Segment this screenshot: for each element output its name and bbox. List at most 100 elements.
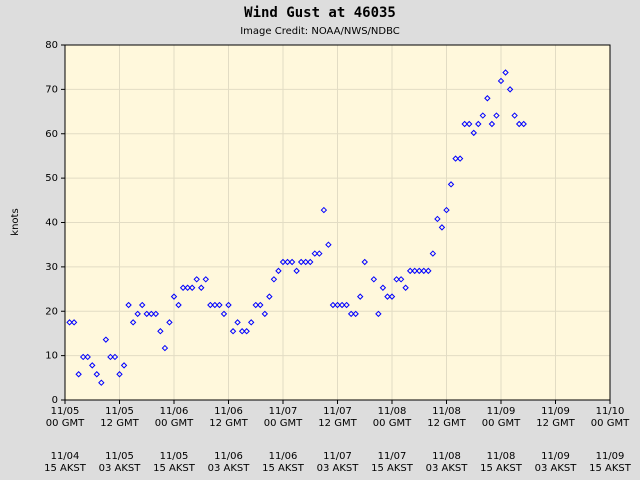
point — [316, 250, 323, 257]
point — [207, 301, 214, 309]
x-tick-label: 11/06 03 AKST — [208, 451, 251, 474]
x-tick-label: 11/06 12 GMT — [209, 406, 248, 429]
y-tick-label: 60 — [45, 129, 58, 140]
point — [502, 69, 509, 76]
point — [211, 301, 219, 309]
point — [307, 258, 314, 266]
y-tick-label: 80 — [45, 40, 58, 51]
point — [511, 112, 518, 119]
point — [347, 310, 355, 318]
point — [266, 293, 273, 300]
y-tick-label: 0 — [52, 395, 58, 406]
x-tick-label: 11/09 12 GMT — [536, 406, 575, 429]
point — [361, 258, 368, 266]
y-tick-label: 50 — [45, 173, 58, 184]
x-tick-label: 11/06 00 GMT — [155, 406, 194, 429]
point — [297, 258, 305, 266]
point — [125, 301, 132, 309]
point — [520, 120, 527, 128]
point — [461, 120, 468, 128]
point — [229, 328, 237, 335]
point — [188, 284, 196, 291]
point — [275, 267, 282, 275]
point — [152, 310, 160, 318]
y-axis-label: knots — [10, 208, 21, 235]
x-tick-label: 11/05 03 AKST — [99, 451, 142, 474]
point — [320, 206, 328, 214]
point — [311, 250, 318, 257]
point — [452, 155, 459, 162]
point — [84, 353, 91, 361]
point — [148, 310, 155, 318]
point — [170, 293, 178, 300]
point — [475, 120, 482, 128]
point — [107, 353, 114, 361]
point — [134, 310, 141, 318]
x-tick-label: 11/10 00 GMT — [591, 406, 630, 429]
x-tick-label: 11/07 03 AKST — [317, 451, 360, 474]
point — [102, 336, 110, 343]
x-tick-label: 11/09 00 GMT — [482, 406, 521, 429]
point — [238, 328, 246, 335]
point — [384, 293, 391, 300]
x-tick-label: 11/08 12 GMT — [427, 406, 466, 429]
point — [288, 258, 296, 266]
point — [243, 328, 250, 335]
point — [216, 301, 223, 309]
point — [179, 284, 187, 291]
point — [270, 276, 278, 283]
point — [338, 301, 346, 309]
point — [129, 319, 137, 326]
point — [220, 310, 228, 318]
point — [293, 267, 300, 275]
point — [111, 353, 119, 361]
point — [443, 206, 450, 214]
point — [425, 267, 432, 275]
x-tick-label: 11/07 12 GMT — [318, 406, 357, 429]
point — [175, 301, 182, 309]
x-tick-label: 11/07 15 AKST — [371, 451, 414, 474]
point — [184, 284, 191, 291]
point — [357, 293, 364, 300]
x-tick-label: 11/06 15 AKST — [262, 451, 305, 474]
point — [352, 310, 359, 318]
point — [79, 353, 87, 361]
point — [402, 284, 409, 291]
point — [248, 319, 255, 326]
point — [497, 77, 505, 85]
point — [447, 181, 455, 188]
x-tick-label: 11/08 00 GMT — [373, 406, 412, 429]
point — [75, 371, 82, 378]
point — [370, 276, 378, 283]
point — [416, 267, 423, 275]
point — [98, 379, 105, 386]
point — [225, 301, 232, 309]
point — [284, 258, 291, 266]
point — [493, 112, 500, 119]
point — [488, 120, 496, 128]
x-tick-label: 11/05 00 GMT — [46, 406, 85, 429]
point — [166, 319, 173, 326]
point — [234, 319, 241, 326]
point — [202, 276, 209, 283]
point — [325, 241, 332, 248]
point — [411, 267, 418, 275]
point — [343, 301, 350, 309]
point — [279, 258, 287, 266]
x-tick-label: 11/09 15 AKST — [589, 451, 632, 474]
point — [484, 95, 491, 102]
point — [470, 129, 477, 137]
point — [397, 276, 405, 283]
point — [334, 301, 341, 309]
x-tick-label: 11/07 00 GMT — [264, 406, 303, 429]
point — [261, 310, 269, 318]
point — [302, 258, 309, 266]
x-tick-label: 11/09 03 AKST — [535, 451, 578, 474]
point — [434, 215, 441, 223]
point — [506, 86, 514, 93]
point — [157, 328, 164, 335]
point — [388, 293, 396, 300]
point — [89, 362, 96, 369]
point — [456, 155, 464, 162]
chart-title: Wind Gust at 46035 — [244, 5, 396, 21]
